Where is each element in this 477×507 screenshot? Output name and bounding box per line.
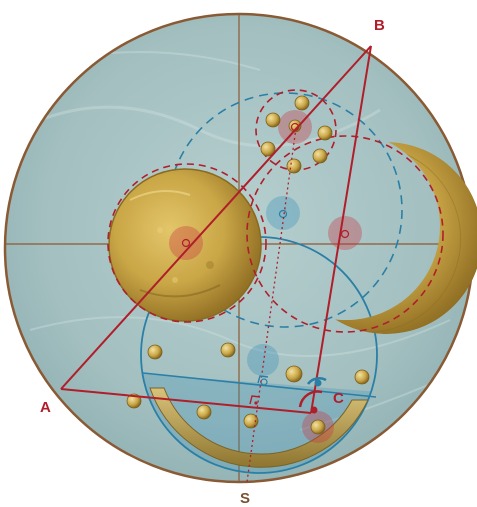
star — [126, 393, 142, 409]
label-point-c: C — [333, 390, 344, 407]
star — [196, 404, 212, 420]
triangle-abc — [60, 45, 372, 414]
star — [286, 158, 302, 174]
star — [354, 369, 370, 385]
star — [285, 365, 303, 383]
highlight-circles — [169, 110, 362, 443]
horizon-arc — [149, 387, 369, 468]
star — [147, 344, 163, 360]
star — [265, 112, 281, 128]
right-angle-markers — [249, 375, 269, 405]
crescent-moon — [290, 142, 477, 334]
star — [294, 95, 310, 111]
star — [310, 419, 326, 435]
label-point-a: A — [40, 399, 51, 416]
star — [243, 413, 259, 429]
label-point-s: S — [240, 490, 250, 507]
star — [312, 148, 328, 164]
angle-marker-c — [298, 377, 327, 414]
star — [220, 342, 236, 358]
star — [317, 125, 333, 141]
label-point-b: B — [374, 17, 385, 34]
stars — [126, 95, 370, 435]
star — [260, 141, 276, 157]
